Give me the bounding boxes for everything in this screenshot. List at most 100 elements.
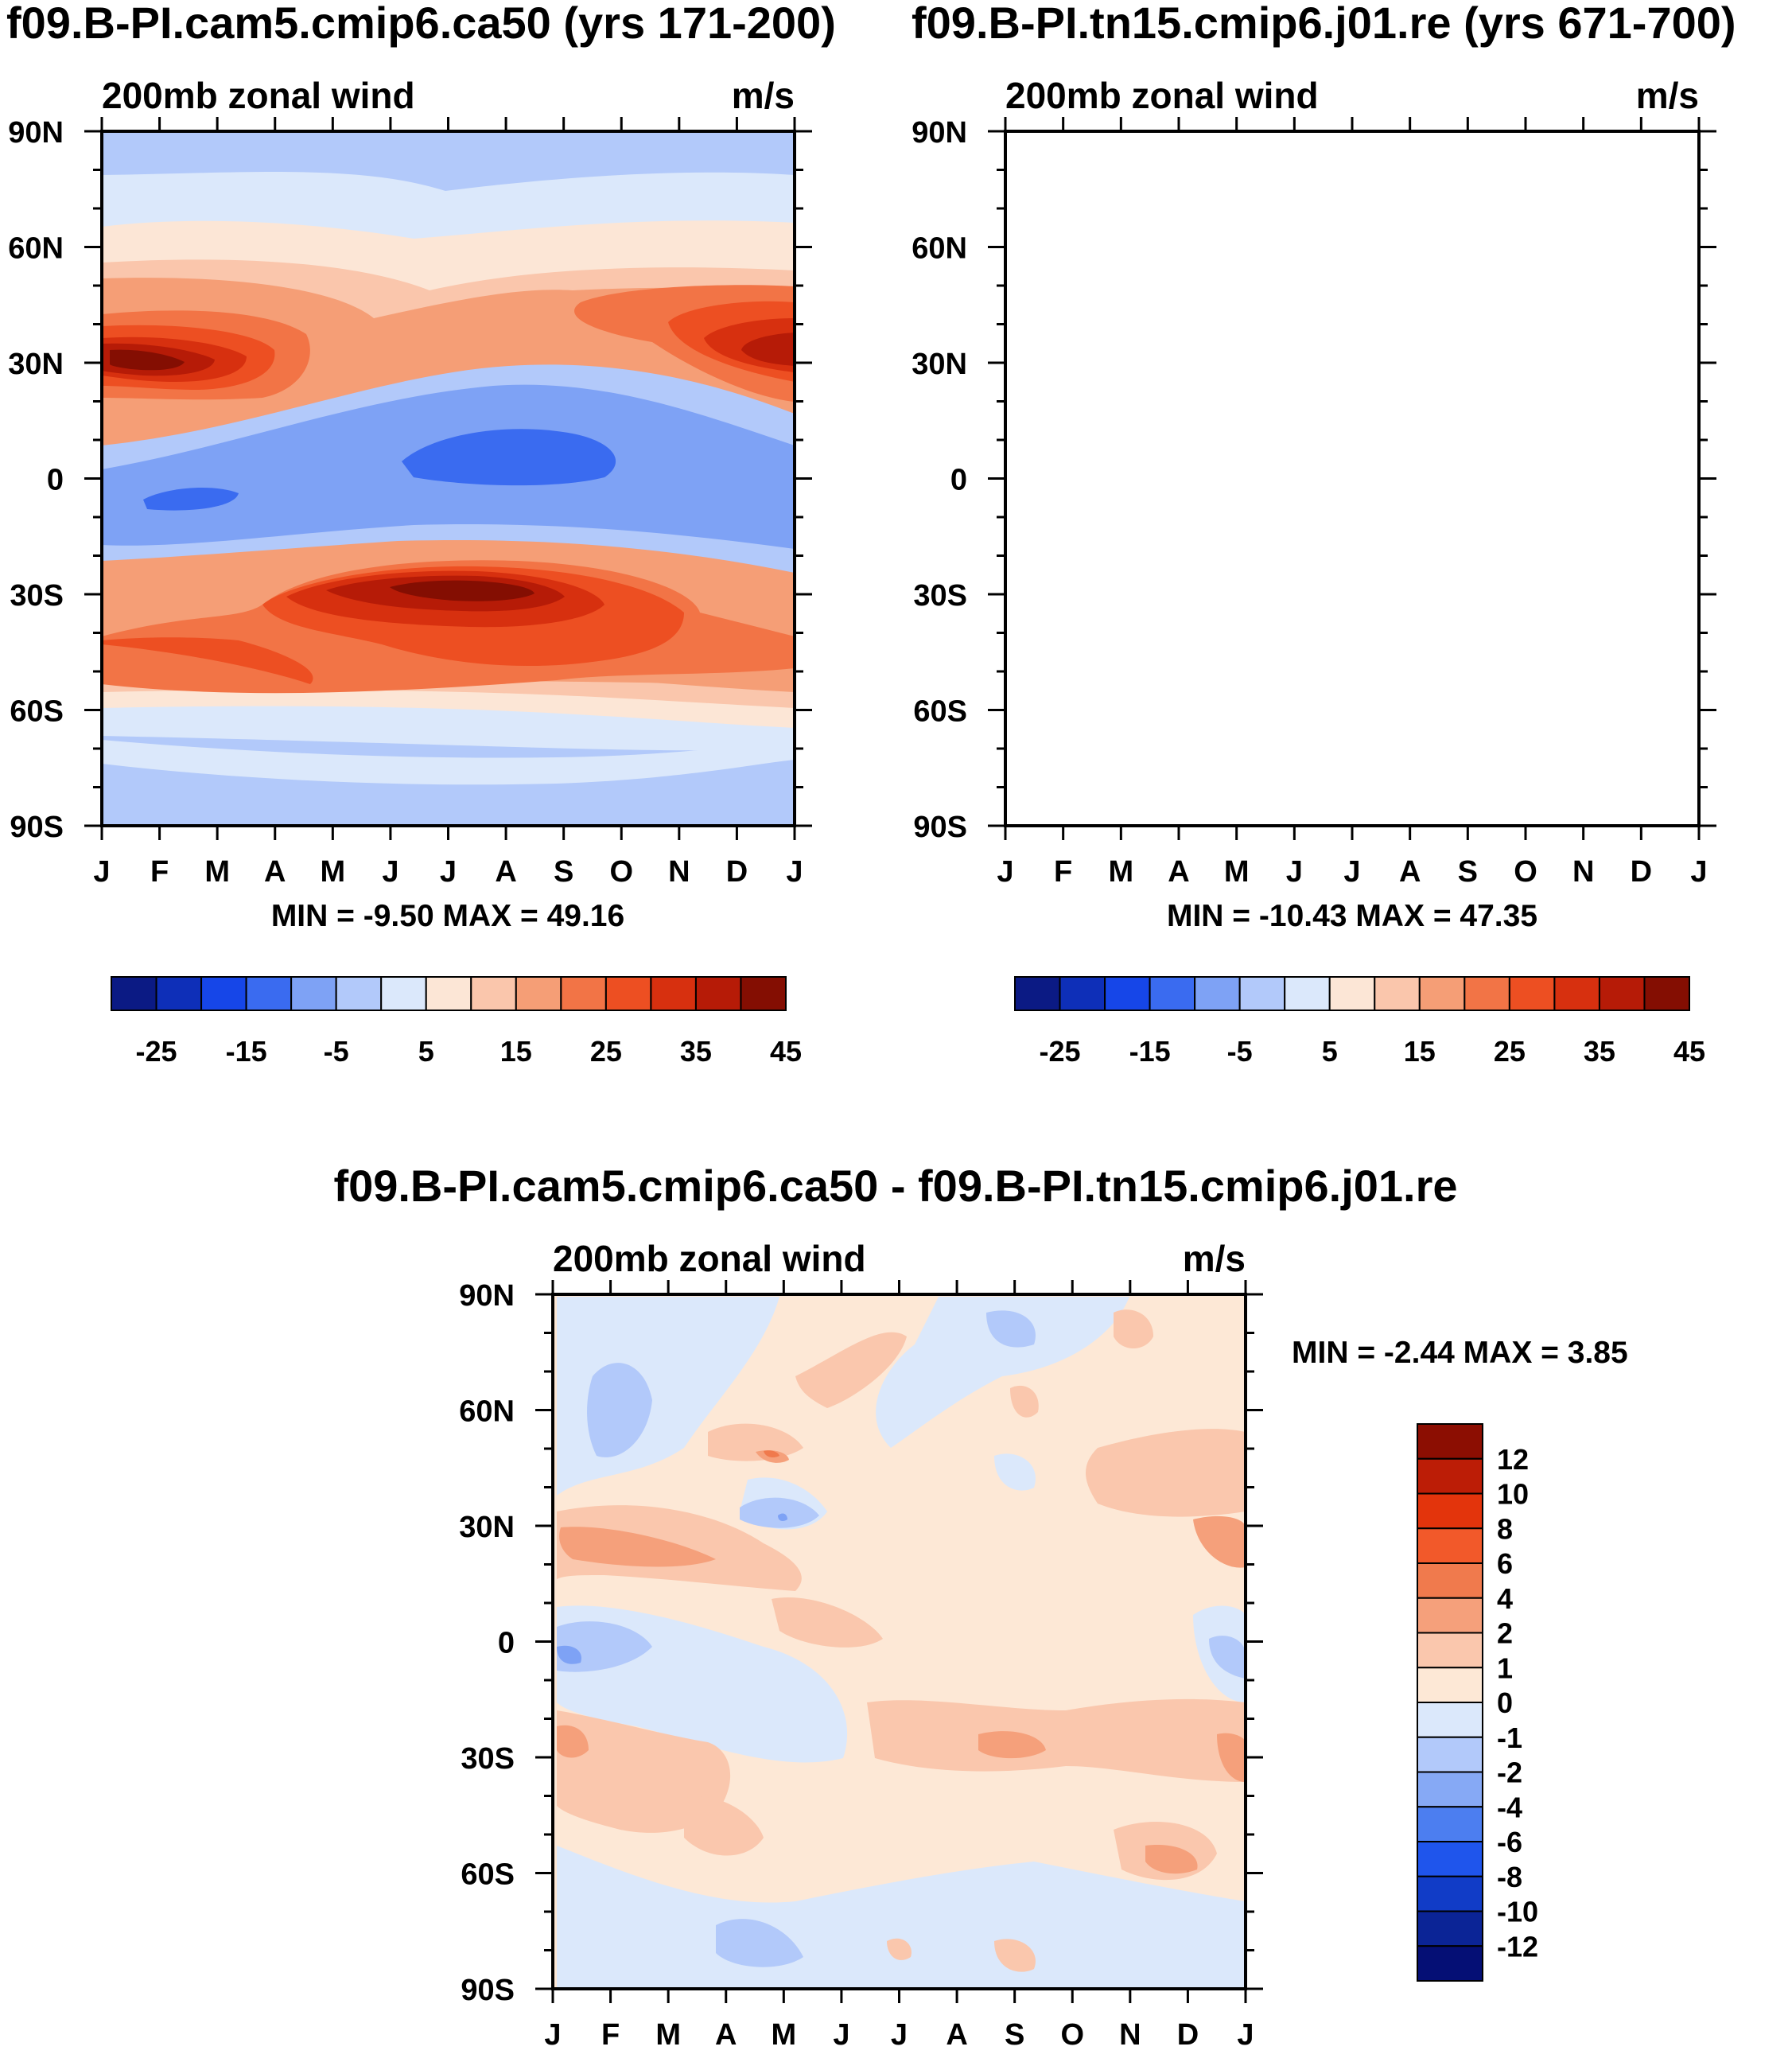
colorbar-swatch — [1508, 976, 1556, 1011]
colorbar-swatch — [380, 976, 427, 1011]
y-tick-label: 30S — [10, 579, 64, 613]
y-tick-label: 60S — [461, 1858, 515, 1892]
x-tick-label: J — [544, 2018, 561, 2052]
colorbar-label: 6 — [1497, 1547, 1513, 1580]
panel-2-title: f09.B-PI.tn15.cmip6.j01.re (yrs 671-700) — [912, 0, 1736, 48]
y-tick-label: 30N — [912, 348, 967, 381]
panel-test-run: f09.B-PI.tn15.cmip6.j01.re (yrs 671-700)… — [912, 0, 1736, 1068]
panel-1-contour-field — [102, 131, 795, 826]
x-tick-label: J — [440, 855, 457, 889]
colorbar-label: 10 — [1497, 1478, 1529, 1511]
colorbar-label: 25 — [1494, 1035, 1526, 1068]
colorbar-swatch — [1553, 976, 1600, 1011]
x-tick-label: M — [772, 2018, 797, 2052]
colorbar-swatch — [1374, 976, 1421, 1011]
colorbar-swatch — [1598, 976, 1646, 1011]
x-tick-label: A — [1399, 855, 1421, 889]
colorbar-swatch — [560, 976, 607, 1011]
x-tick-label: J — [382, 855, 398, 889]
colorbar-label: 35 — [680, 1035, 712, 1068]
colorbar-label: -5 — [324, 1035, 349, 1068]
colorbar-swatch — [1284, 976, 1331, 1011]
colorbar-swatch — [694, 976, 742, 1011]
colorbar-label: 5 — [418, 1035, 434, 1068]
x-tick-label: A — [946, 2018, 967, 2052]
colorbar-label: 15 — [500, 1035, 532, 1068]
colorbar-swatch — [1643, 976, 1690, 1011]
x-tick-label: J — [997, 855, 1013, 889]
panel-2-colorbar: -25 -15 -5 5 15 25 35 45 — [1014, 976, 1705, 1068]
colorbar-swatch — [1417, 1736, 1483, 1773]
panel-1-min-max: MIN = -9.50 MAX = 49.16 — [271, 899, 624, 933]
panel-2-contour-field — [1005, 131, 1699, 826]
colorbar-label: -15 — [226, 1035, 267, 1068]
panel-2-min-max: MIN = -10.43 MAX = 47.35 — [1167, 899, 1537, 933]
colorbar-label: 12 — [1497, 1443, 1529, 1476]
colorbar-swatch — [1328, 976, 1376, 1011]
colorbar-label: 5 — [1322, 1035, 1338, 1068]
colorbar-swatch — [604, 976, 652, 1011]
colorbar-label: -1 — [1497, 1722, 1522, 1754]
panel-1-colorbar: -25 -15 -5 5 15 25 35 45 — [111, 976, 802, 1068]
colorbar-swatch — [245, 976, 293, 1011]
colorbar-swatch — [1417, 1562, 1483, 1599]
colorbar-swatch — [1238, 976, 1286, 1011]
x-tick-label: D — [726, 855, 748, 889]
colorbar-swatch — [290, 976, 337, 1011]
colorbar-label: 15 — [1404, 1035, 1436, 1068]
colorbar-swatch — [1417, 1527, 1483, 1564]
colorbar-swatch — [1417, 1910, 1483, 1947]
x-tick-label: N — [1572, 855, 1594, 889]
x-tick-label: A — [495, 855, 516, 889]
colorbar-label: -25 — [136, 1035, 177, 1068]
panel-1-left-label: 200mb zonal wind — [102, 75, 415, 116]
colorbar-label: 8 — [1497, 1512, 1513, 1545]
x-tick-label: M — [204, 855, 230, 889]
colorbar-label: -25 — [1040, 1035, 1081, 1068]
colorbar-swatch — [1417, 1945, 1483, 1982]
x-tick-label: O — [1514, 855, 1537, 889]
colorbar-swatch — [1417, 1423, 1483, 1460]
y-tick-label: 0 — [950, 464, 967, 497]
colorbar-swatch — [1464, 976, 1510, 1011]
x-tick-label: M — [321, 855, 346, 889]
colorbar-swatch — [111, 976, 157, 1011]
y-tick-label: 90S — [461, 1974, 515, 2007]
x-tick-label: J — [1286, 855, 1303, 889]
colorbar-swatch — [1014, 976, 1061, 1011]
panel-difference: f09.B-PI.cam5.cmip6.ca50 - f09.B-PI.tn15… — [333, 1161, 1627, 2052]
colorbar-label: -10 — [1497, 1896, 1538, 1928]
colorbar-label: -5 — [1227, 1035, 1253, 1068]
x-tick-label: J — [93, 855, 110, 889]
colorbar-swatch — [1149, 976, 1196, 1011]
x-tick-label: O — [1060, 2018, 1084, 2052]
panel-3-contour-field — [553, 1294, 1246, 1989]
y-tick-label: 60N — [8, 232, 64, 266]
y-tick-label: 60S — [10, 695, 64, 729]
colorbar-swatch — [1418, 976, 1466, 1011]
panel-2-left-label: 200mb zonal wind — [1005, 75, 1319, 116]
colorbar-swatch — [515, 976, 562, 1011]
y-tick-label: 90N — [459, 1279, 515, 1313]
colorbar-swatch — [1417, 1667, 1483, 1703]
x-tick-label: A — [264, 855, 286, 889]
x-tick-label: A — [715, 2018, 737, 2052]
colorbar-swatch — [1417, 1875, 1483, 1912]
colorbar-label: 1 — [1497, 1652, 1513, 1684]
colorbar-label: -12 — [1497, 1930, 1538, 1963]
colorbar-label: 45 — [1673, 1035, 1705, 1068]
panel-2-frame — [1004, 130, 1701, 827]
panel-3-min-max: MIN = -2.44 MAX = 3.85 — [1292, 1336, 1628, 1370]
panel-1-title: f09.B-PI.cam5.cmip6.ca50 (yrs 171-200) — [6, 0, 836, 48]
y-tick-label: 60S — [913, 695, 967, 729]
colorbar-swatch — [1417, 1806, 1483, 1842]
y-tick-label: 0 — [498, 1627, 515, 1660]
colorbar-swatch — [1059, 976, 1106, 1011]
x-tick-label: J — [833, 2018, 849, 2052]
x-tick-label: M — [1109, 855, 1134, 889]
x-tick-label: A — [1168, 855, 1189, 889]
colorbar-label: -8 — [1497, 1861, 1522, 1893]
colorbar-swatch — [1417, 1492, 1483, 1530]
